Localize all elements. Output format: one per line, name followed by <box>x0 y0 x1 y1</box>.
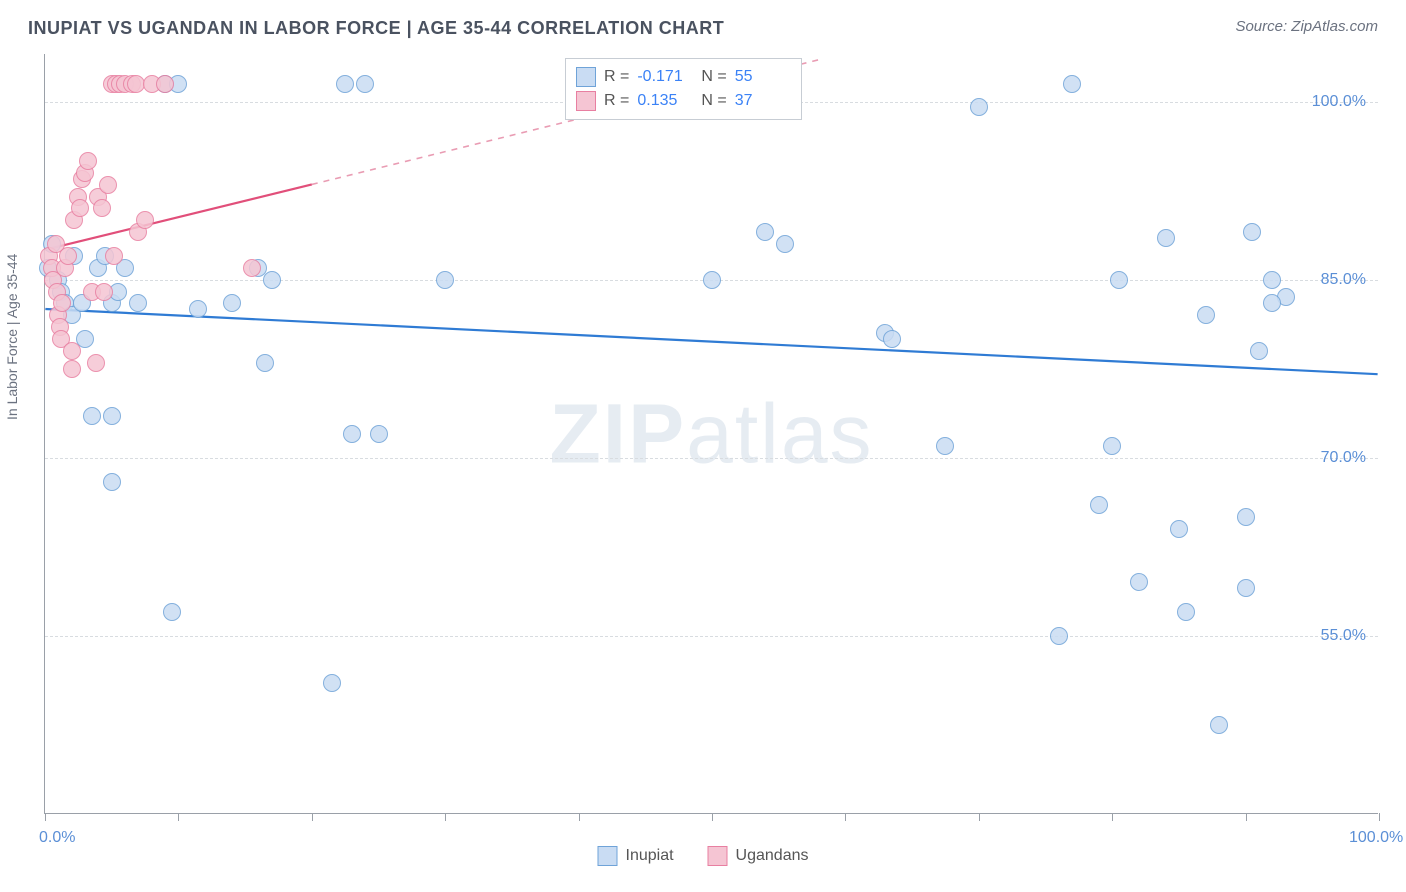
swatch-inupiat-bottom <box>598 846 618 866</box>
data-point <box>243 259 261 277</box>
swatch-inupiat <box>576 67 596 87</box>
y-tick-label: 55.0% <box>1321 627 1366 645</box>
data-point <box>1090 496 1108 514</box>
data-point <box>1237 508 1255 526</box>
r-value-inupiat: -0.171 <box>637 68 693 86</box>
data-point <box>156 75 174 93</box>
data-point <box>71 199 89 217</box>
n-label: N = <box>701 92 726 110</box>
data-point <box>970 98 988 116</box>
data-point <box>336 75 354 93</box>
data-point <box>323 674 341 692</box>
x-tick <box>445 813 446 821</box>
x-tick <box>845 813 846 821</box>
data-point <box>1050 627 1068 645</box>
x-tick <box>712 813 713 821</box>
data-point <box>776 235 794 253</box>
data-point <box>1130 573 1148 591</box>
data-point <box>343 425 361 443</box>
data-point <box>95 283 113 301</box>
n-value-ugandans: 37 <box>735 92 791 110</box>
gridline-h <box>45 458 1378 459</box>
data-point <box>163 603 181 621</box>
r-value-ugandans: 0.135 <box>637 92 693 110</box>
data-point <box>105 247 123 265</box>
chart-title: INUPIAT VS UGANDAN IN LABOR FORCE | AGE … <box>28 18 724 39</box>
data-point <box>256 354 274 372</box>
r-label: R = <box>604 68 629 86</box>
data-point <box>1197 306 1215 324</box>
data-point <box>87 354 105 372</box>
data-point <box>1063 75 1081 93</box>
data-point <box>63 360 81 378</box>
data-point <box>136 211 154 229</box>
data-point <box>223 294 241 312</box>
legend-label-ugandans: Ugandans <box>736 847 809 865</box>
data-point <box>703 271 721 289</box>
data-point <box>1210 716 1228 734</box>
y-tick-label: 85.0% <box>1321 271 1366 289</box>
watermark: ZIPatlas <box>549 385 873 482</box>
data-point <box>1263 294 1281 312</box>
data-point <box>129 294 147 312</box>
x-tick <box>312 813 313 821</box>
data-point <box>370 425 388 443</box>
data-point <box>93 199 111 217</box>
data-point <box>1177 603 1195 621</box>
data-point <box>263 271 281 289</box>
data-point <box>79 152 97 170</box>
stats-legend: R = -0.171 N = 55 R = 0.135 N = 37 <box>565 58 802 120</box>
x-tick <box>1112 813 1113 821</box>
bottom-legend: Inupiat Ugandans <box>598 846 809 866</box>
data-point <box>1157 229 1175 247</box>
data-point <box>103 407 121 425</box>
chart-area: ZIPatlas R = -0.171 N = 55 R = 0.135 N =… <box>44 54 1378 814</box>
swatch-ugandans <box>576 91 596 111</box>
x-tick <box>1246 813 1247 821</box>
data-point <box>59 247 77 265</box>
data-point <box>53 294 71 312</box>
x-tick <box>979 813 980 821</box>
data-point <box>1263 271 1281 289</box>
data-point <box>1103 437 1121 455</box>
x-tick <box>178 813 179 821</box>
n-value-inupiat: 55 <box>735 68 791 86</box>
data-point <box>99 176 117 194</box>
data-point <box>189 300 207 318</box>
x-tick-label: 100.0% <box>1349 829 1403 847</box>
source-label: Source: ZipAtlas.com <box>1235 18 1378 35</box>
y-tick-label: 70.0% <box>1321 449 1366 467</box>
data-point <box>1170 520 1188 538</box>
stats-row-ugandans: R = 0.135 N = 37 <box>576 89 791 113</box>
legend-item-inupiat: Inupiat <box>598 846 674 866</box>
data-point <box>83 407 101 425</box>
data-point <box>356 75 374 93</box>
data-point <box>1110 271 1128 289</box>
legend-label-inupiat: Inupiat <box>626 847 674 865</box>
trend-lines <box>45 54 1378 813</box>
x-tick <box>45 813 46 821</box>
data-point <box>756 223 774 241</box>
x-tick <box>1379 813 1380 821</box>
data-point <box>436 271 454 289</box>
stats-row-inupiat: R = -0.171 N = 55 <box>576 65 791 89</box>
legend-item-ugandans: Ugandans <box>708 846 809 866</box>
y-axis-label: In Labor Force | Age 35-44 <box>4 254 20 420</box>
r-label: R = <box>604 92 629 110</box>
data-point <box>63 342 81 360</box>
n-label: N = <box>701 68 726 86</box>
y-tick-label: 100.0% <box>1312 93 1366 111</box>
gridline-h <box>45 636 1378 637</box>
x-tick <box>579 813 580 821</box>
swatch-ugandans-bottom <box>708 846 728 866</box>
data-point <box>103 473 121 491</box>
x-tick-label: 0.0% <box>39 829 75 847</box>
data-point <box>1237 579 1255 597</box>
data-point <box>1250 342 1268 360</box>
data-point <box>883 330 901 348</box>
data-point <box>936 437 954 455</box>
data-point <box>1243 223 1261 241</box>
